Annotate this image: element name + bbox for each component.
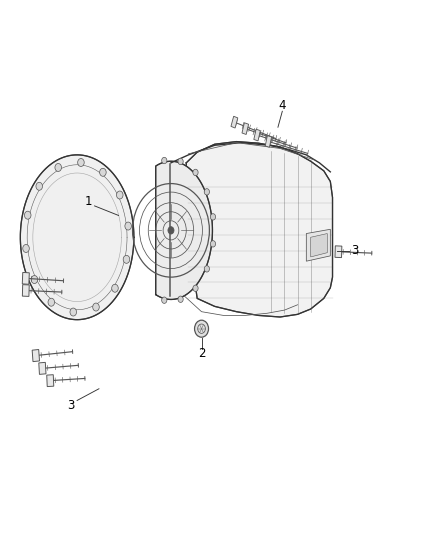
Polygon shape [335,246,342,257]
Circle shape [193,169,198,175]
Polygon shape [311,233,327,257]
Circle shape [194,320,208,337]
Circle shape [162,297,167,303]
Circle shape [36,182,42,190]
Text: 1: 1 [84,195,92,208]
Polygon shape [22,272,29,284]
Circle shape [210,241,215,247]
Circle shape [178,296,183,302]
Polygon shape [47,375,54,386]
Polygon shape [231,116,238,128]
Circle shape [48,298,55,306]
Circle shape [204,265,209,272]
Circle shape [123,255,130,263]
Circle shape [204,189,209,195]
Circle shape [125,222,131,230]
Polygon shape [242,123,249,134]
Circle shape [210,214,215,220]
Polygon shape [265,136,272,147]
Text: 2: 2 [198,346,205,360]
Circle shape [55,164,61,172]
Polygon shape [186,142,332,317]
Circle shape [168,227,174,234]
Circle shape [70,308,77,316]
Circle shape [178,158,183,165]
Circle shape [112,284,118,292]
Circle shape [117,191,123,199]
Circle shape [25,211,31,219]
Text: 3: 3 [67,399,74,413]
Polygon shape [32,350,39,361]
Polygon shape [22,285,29,296]
Polygon shape [39,362,46,374]
Circle shape [23,245,29,253]
Text: 3: 3 [352,244,359,257]
Polygon shape [306,229,330,261]
Circle shape [162,157,167,164]
Polygon shape [254,129,260,141]
Polygon shape [155,161,212,300]
Circle shape [78,158,84,166]
Text: 4: 4 [279,99,286,112]
Polygon shape [20,155,134,320]
Circle shape [31,276,38,284]
Circle shape [93,303,99,311]
Circle shape [193,285,198,292]
Circle shape [99,168,106,176]
